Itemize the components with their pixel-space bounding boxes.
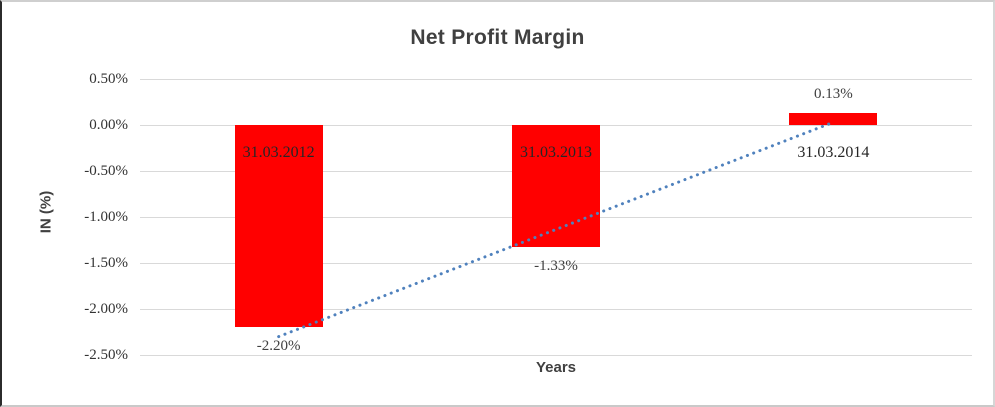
data-label: 0.13%	[813, 86, 853, 103]
data-label: -1.33%	[534, 258, 578, 275]
category-label: 31.03.2014	[797, 144, 870, 161]
gridline	[140, 355, 972, 356]
x-axis-title: Years	[535, 359, 577, 376]
category-label: 31.03.2013	[520, 144, 592, 161]
bar-31.03.2014	[789, 113, 878, 125]
plot-area: 31.03.2012 -2.20% 31.03.2013 -1.33% 31.03.20…	[140, 64, 972, 364]
y-tick-label: -1.50%	[84, 255, 128, 271]
category-label: 31.03.2012	[242, 144, 315, 161]
y-tick-label: -2.50%	[84, 347, 128, 363]
bar-31.03.2012	[234, 125, 323, 328]
trendline	[277, 120, 835, 339]
gridline	[140, 309, 972, 310]
y-tick-label: 0.00%	[89, 117, 128, 133]
linear-trendline	[277, 120, 835, 339]
y-tick-label: -1.00%	[84, 209, 128, 225]
y-tick-label: -2.00%	[84, 301, 128, 317]
data-label: -2.20%	[256, 338, 301, 355]
gridline	[140, 263, 972, 264]
chart-title: Net Profit Margin	[410, 26, 585, 49]
bar-31.03.2013	[512, 125, 600, 248]
y-tick-label: -0.50%	[84, 163, 128, 179]
y-tick-label: 0.50%	[89, 71, 128, 87]
gridline	[140, 79, 972, 80]
